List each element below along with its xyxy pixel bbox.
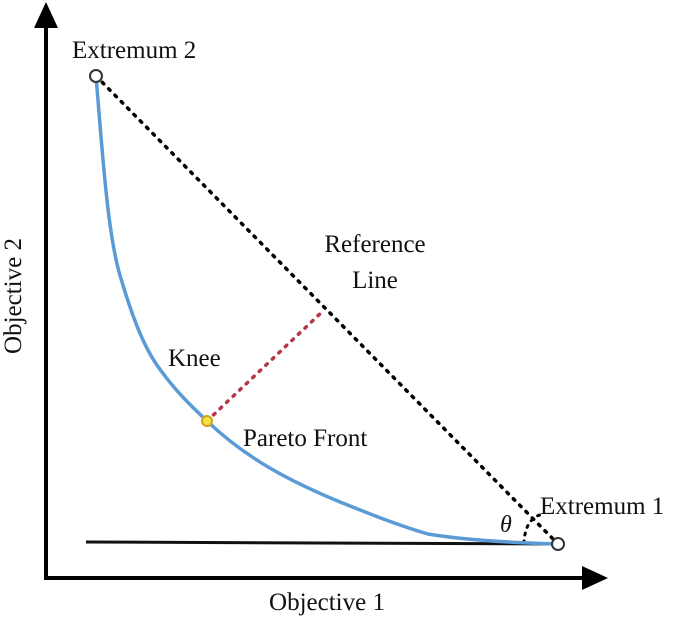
x-axis-arrowhead bbox=[582, 566, 608, 590]
reference-line bbox=[96, 76, 558, 544]
extremum-2-label: Extremum 2 bbox=[72, 37, 196, 64]
reference-line-label-line1: Reference bbox=[324, 231, 425, 258]
knee-distance-line bbox=[207, 310, 324, 421]
baseline-line bbox=[86, 542, 556, 544]
knee-label: Knee bbox=[168, 345, 221, 372]
extremum-2-point bbox=[90, 70, 102, 82]
reference-line-label-line2: Line bbox=[352, 267, 398, 294]
extremum-1-label: Extremum 1 bbox=[540, 493, 664, 520]
y-axis-label: Objective 2 bbox=[0, 238, 27, 354]
x-axis-label: Objective 1 bbox=[269, 589, 385, 616]
angle-label: θ bbox=[500, 512, 512, 538]
knee-point bbox=[202, 416, 212, 426]
extremum-1-point bbox=[552, 538, 564, 550]
pareto-front-label: Pareto Front bbox=[243, 425, 367, 452]
y-axis-arrowhead bbox=[34, 2, 58, 28]
